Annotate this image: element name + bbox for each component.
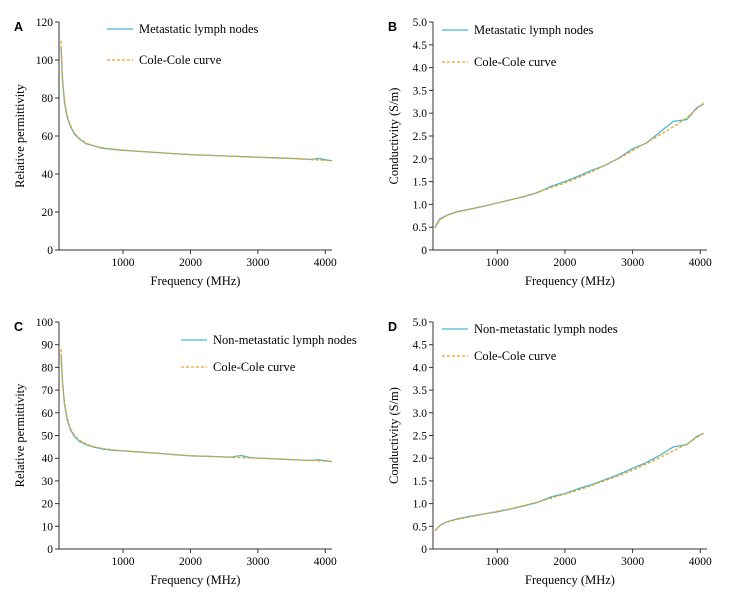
- y-tick-label: 4.5: [413, 40, 428, 52]
- y-axis-label: Conductivity (S/m): [387, 88, 401, 185]
- y-tick-label: 30: [42, 476, 54, 488]
- x-tick-label: 2000: [553, 257, 576, 269]
- x-axis-label: Frequency (MHz): [525, 274, 615, 288]
- x-tick-label: 2000: [179, 556, 202, 568]
- x-tick-label: 4000: [314, 257, 337, 269]
- panel-label: C: [14, 320, 23, 334]
- y-axis-label: Conductivity (S/m): [387, 387, 401, 484]
- panel-label: D: [388, 320, 397, 334]
- y-tick-label: 1.0: [413, 499, 428, 511]
- legend-label: Metastatic lymph nodes: [474, 23, 594, 37]
- y-tick-label: 70: [42, 385, 54, 397]
- y-tick-label: 100: [36, 317, 54, 329]
- y-tick-label: 40: [42, 169, 54, 181]
- x-tick-label: 3000: [621, 257, 644, 269]
- series-line-cole-cole: [434, 102, 705, 229]
- legend-label: Cole-Cole curve: [474, 55, 557, 69]
- y-tick-label: 0: [47, 544, 53, 556]
- y-tick-label: 3.5: [413, 385, 428, 397]
- y-tick-label: 50: [42, 431, 54, 443]
- y-tick-label: 4.0: [413, 63, 428, 75]
- y-tick-label: 0.5: [413, 521, 428, 533]
- x-tick-label: 4000: [689, 257, 712, 269]
- y-tick-label: 100: [36, 55, 54, 67]
- y-tick-label: 90: [42, 340, 54, 352]
- y-tick-label: 60: [42, 131, 54, 143]
- x-tick-label: 1000: [112, 257, 135, 269]
- series-line-cole-cole: [60, 40, 333, 162]
- y-tick-label: 3.5: [413, 85, 428, 97]
- x-axis-label: Frequency (MHz): [151, 573, 241, 587]
- y-tick-label: 10: [42, 521, 54, 533]
- y-tick-label: 2.0: [413, 154, 428, 166]
- legend-label: Non-metastatic lymph nodes: [213, 333, 357, 347]
- y-tick-label: 4.0: [413, 362, 428, 374]
- x-tick-label: 2000: [553, 556, 576, 568]
- y-tick-label: 0: [47, 245, 53, 257]
- panel-label: A: [14, 20, 23, 34]
- series-line-cole-cole: [60, 349, 333, 463]
- chart-panel-b: B 0 0.5 1.0 1.5 2.0 2.5 3.0 3.5 4.0 4.5 5.0 1000 2000…: [387, 17, 712, 288]
- legend-label: Cole-Cole curve: [474, 349, 557, 363]
- y-axis-label: Relative permittivity: [13, 83, 27, 188]
- x-tick-label: 3000: [246, 556, 269, 568]
- y-axis-label: Relative permittivity: [13, 383, 27, 488]
- y-tick-label: 3.0: [413, 108, 428, 120]
- y-tick-label: 2.5: [413, 431, 428, 443]
- x-tick-label: 4000: [689, 556, 712, 568]
- x-tick-label: 1000: [486, 556, 509, 568]
- panel-label: B: [388, 20, 397, 34]
- y-tick-label: 4.5: [413, 340, 428, 352]
- y-tick-label: 0: [421, 544, 427, 556]
- y-tick-label: 60: [42, 408, 54, 420]
- legend-label: Metastatic lymph nodes: [139, 22, 259, 36]
- chart-panel-d: D 0 0.5 1.0 1.5 2.0 2.5 3.0 3.5 4.0 4.5 5.0 1000 2000…: [387, 317, 712, 587]
- series-line-cole-cole: [434, 432, 704, 532]
- y-tick-label: 2.0: [413, 453, 428, 465]
- legend-label: Non-metastatic lymph nodes: [474, 322, 618, 336]
- x-tick-label: 4000: [314, 556, 337, 568]
- x-tick-label: 1000: [112, 556, 135, 568]
- y-tick-label: 40: [42, 453, 54, 465]
- x-axis-label: Frequency (MHz): [525, 573, 615, 587]
- x-tick-label: 3000: [621, 556, 644, 568]
- y-tick-label: 1.0: [413, 199, 428, 211]
- y-tick-label: 3.0: [413, 408, 428, 420]
- legend-label: Cole-Cole curve: [213, 360, 296, 374]
- chart-panel-a: A 0 20 40 60 80 100 120 1000 2000 3000 4000 Frequenc…: [13, 17, 337, 288]
- y-tick-label: 20: [42, 499, 54, 511]
- y-tick-label: 80: [42, 93, 54, 105]
- y-tick-label: 5.0: [413, 17, 428, 29]
- series-line-measured: [434, 432, 704, 532]
- y-tick-label: 2.5: [413, 131, 428, 143]
- x-axis-label: Frequency (MHz): [151, 274, 241, 288]
- chart-panel-c: C 0 10 20 30 40 50 60 70 80 90 100 1000 2000 3000 4000 F…: [13, 317, 357, 587]
- x-tick-label: 1000: [486, 257, 509, 269]
- y-tick-label: 120: [36, 17, 54, 29]
- y-tick-label: 0.5: [413, 222, 428, 234]
- y-tick-label: 5.0: [413, 317, 428, 329]
- y-tick-label: 0: [421, 245, 427, 257]
- x-tick-label: 3000: [246, 257, 269, 269]
- y-tick-label: 1.5: [413, 476, 428, 488]
- y-tick-label: 20: [42, 207, 54, 219]
- x-tick-label: 2000: [179, 257, 202, 269]
- y-tick-label: 1.5: [413, 177, 428, 189]
- legend-label: Cole-Cole curve: [139, 53, 222, 67]
- y-tick-label: 80: [42, 362, 54, 374]
